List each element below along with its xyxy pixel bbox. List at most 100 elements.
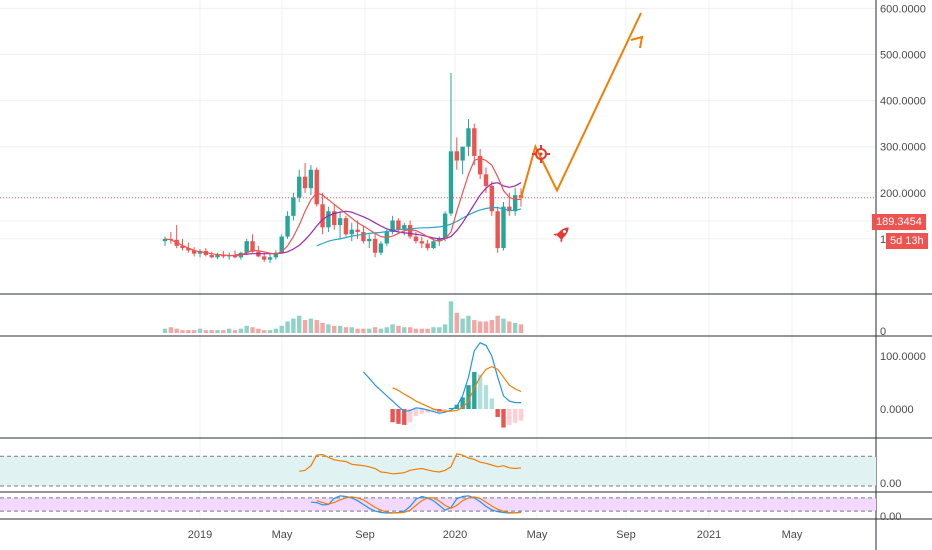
candle-body: [425, 243, 430, 249]
volume-bar: [332, 325, 337, 333]
volume-bar: [197, 328, 203, 333]
volume-bar: [297, 315, 302, 333]
countdown-tag: 5d 13h: [886, 233, 928, 249]
macd-histogram-bar: [448, 407, 454, 409]
macd-tick-label: 100.0000: [880, 351, 926, 363]
candle-body: [162, 238, 168, 242]
candle-body: [209, 255, 214, 258]
macd-histogram-bar: [495, 409, 500, 417]
candle-body: [390, 220, 395, 232]
candle-body: [361, 231, 366, 242]
volume-bar: [221, 330, 226, 333]
volume-bar: [361, 328, 366, 333]
macd-histogram-bar: [507, 409, 512, 425]
volume-bar: [186, 330, 191, 333]
candle-body: [495, 211, 500, 249]
volume-bar: [168, 327, 174, 333]
candle-body: [314, 169, 319, 205]
volume-bar: [413, 328, 419, 333]
macd-histogram-bar: [396, 409, 401, 424]
macd-histogram-bar: [512, 409, 518, 423]
volume-bar: [495, 315, 500, 333]
macd-histogram-bar: [460, 397, 465, 409]
volume-bar: [162, 328, 168, 333]
volume-bar: [244, 325, 249, 333]
volume-bar: [419, 328, 424, 333]
stoch-k-line: [310, 495, 522, 514]
time-tick-label: 2020: [443, 529, 467, 541]
volume-bar: [483, 321, 489, 333]
moving-average-red: [164, 157, 522, 257]
candle-body: [477, 155, 483, 175]
volume-bar: [489, 320, 495, 333]
volume-bar: [308, 318, 314, 333]
candle-body: [431, 241, 436, 249]
price-tick-label: 300.0000: [880, 142, 926, 154]
volume-bar: [320, 322, 325, 333]
time-tick-label: Sep: [355, 529, 375, 541]
candle-body: [326, 211, 331, 228]
macd-histogram-bar: [402, 409, 407, 425]
candle-body: [320, 204, 325, 228]
candle-body: [402, 225, 407, 230]
volume-bar: [349, 327, 354, 333]
candle-body: [273, 252, 279, 258]
candle-body: [337, 218, 343, 226]
candle-body: [302, 176, 308, 189]
macd-histogram-bar: [419, 409, 424, 414]
candle-body: [279, 236, 284, 253]
volume-bar: [501, 318, 506, 333]
macd-histogram-bar: [483, 385, 489, 409]
volume-bar: [448, 301, 454, 333]
crosshair-target-icon: [532, 145, 550, 163]
projection-path: [520, 12, 642, 199]
macd-histogram-bar: [477, 374, 483, 409]
volume-bar: [174, 328, 179, 333]
macd-histogram-bar: [501, 409, 506, 428]
volume-bar: [437, 327, 442, 333]
price-tick-label: 500.0000: [880, 50, 926, 62]
candle-body: [378, 243, 384, 253]
candle-body: [507, 206, 512, 212]
rsi-band: [0, 456, 876, 486]
candle-body: [332, 211, 337, 226]
candle-body: [454, 151, 460, 161]
time-tick-label: 2019: [188, 529, 212, 541]
candle-body: [407, 225, 413, 237]
candle-body: [180, 245, 185, 249]
volume-bar: [191, 330, 197, 333]
candle-body: [191, 250, 197, 254]
projection-arrowhead: [630, 35, 644, 49]
macd-signal-line: [392, 365, 522, 412]
candle-body: [308, 169, 314, 189]
volume-bar: [367, 328, 372, 333]
stoch-tick-label: 0.00: [880, 511, 901, 523]
candle-body: [460, 146, 465, 161]
candle-body: [343, 218, 349, 235]
candle-body: [472, 128, 477, 156]
volume-bar: [291, 318, 296, 333]
volume-bar: [507, 321, 512, 333]
time-tick-label: Sep: [616, 529, 636, 541]
volume-bar: [407, 327, 413, 333]
volume-bar: [431, 327, 436, 333]
volume-bar: [454, 312, 460, 333]
candle-body: [215, 254, 220, 258]
volume-bar: [232, 330, 238, 333]
macd-histogram-bar: [407, 409, 413, 423]
candle-body: [483, 174, 489, 186]
candle-body: [285, 215, 290, 237]
rsi-line: [299, 453, 522, 475]
candle-body: [355, 229, 360, 232]
last-price-tag: 189.3454: [872, 214, 926, 230]
volume-bar: [215, 330, 220, 333]
rocket-icon: [553, 227, 569, 243]
volume-bar: [267, 330, 273, 333]
volume-bar: [343, 327, 349, 333]
candle-body: [297, 176, 302, 198]
candle-body: [466, 128, 471, 147]
price-tick-label: 400.0000: [880, 96, 926, 108]
candle-body: [512, 195, 518, 212]
stoch-d-line: [316, 496, 522, 514]
